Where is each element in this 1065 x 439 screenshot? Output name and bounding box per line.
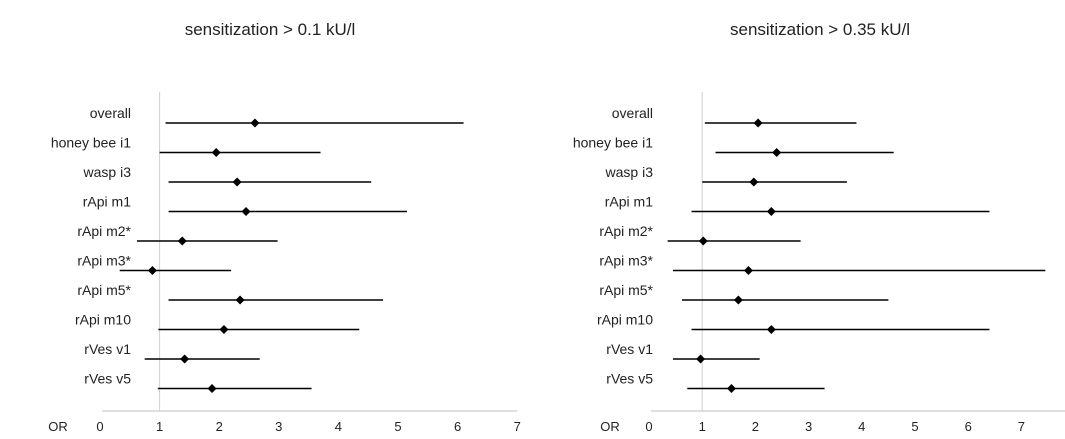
x-axis-label: OR [48,419,68,434]
category-label: rApi m1 [83,194,131,210]
x-tick-label: 2 [216,419,223,434]
odds-ratio-marker [177,236,187,246]
chart-title: sensitization > 0.1 kU/l [185,20,356,39]
x-tick-label: 3 [805,419,812,434]
forest-panel-right: sensitization > 0.35 kU/l OR 012345678ov… [573,20,1065,434]
x-tick-label: 7 [514,419,521,434]
x-tick-label: 6 [454,419,461,434]
x-tick-label: 7 [1018,419,1025,434]
odds-ratio-marker [219,325,229,334]
odds-ratio-marker [766,325,776,334]
odds-ratio-marker [743,266,753,275]
x-tick-label: 4 [858,419,865,434]
category-label: overall [90,105,131,121]
category-label: overall [612,105,653,121]
category-label: rVes v1 [606,341,653,357]
category-label: rApi m1 [605,194,653,210]
forest-panel-left: sensitization > 0.1 kU/l OR 0 1 2 3 4 5 6 7 over… [48,20,521,434]
x-tick-label: 0 [96,419,103,434]
odds-ratio-marker [696,354,706,364]
category-label: rApi m3* [77,253,131,269]
odds-ratio-marker [749,177,759,187]
category-label: wasp i3 [83,164,132,180]
chart-title: sensitization > 0.35 kU/l [730,20,910,39]
category-label: rVes v5 [606,371,653,387]
x-tick-label: 0 [645,419,652,434]
odds-ratio-marker [726,384,736,393]
odds-ratio-marker [207,384,217,393]
x-tick-label: 4 [335,419,342,434]
odds-ratio-marker [766,207,776,216]
odds-ratio-marker [241,207,251,216]
category-label: rApi m5* [599,282,653,298]
x-tick-label: 3 [275,419,282,434]
category-label: wasp i3 [605,164,654,180]
x-tick-label: 1 [699,419,706,434]
category-label: rApi m10 [597,312,653,328]
category-label: rVes v1 [84,341,131,357]
odds-ratio-marker [753,118,763,128]
category-label: rVes v5 [84,371,131,387]
category-label: rApi m3* [599,253,653,269]
odds-ratio-marker [180,354,190,364]
odds-ratio-marker [250,118,260,128]
odds-ratio-marker [235,295,245,305]
x-tick-label: 5 [911,419,918,434]
category-label: rApi m2* [599,223,653,239]
category-label: honey bee i1 [573,135,653,151]
x-axis-label: OR [600,419,620,434]
x-tick-label: 2 [752,419,759,434]
category-label: rApi m5* [77,282,131,298]
odds-ratio-marker [733,295,743,305]
odds-ratio-marker [698,236,708,246]
odds-ratio-marker [147,266,157,275]
x-tick-label: 6 [965,419,972,434]
x-tick-label: 5 [394,419,401,434]
x-tick-label: 1 [156,419,163,434]
category-label: rApi m10 [75,312,131,328]
odds-ratio-marker [232,177,242,187]
odds-ratio-marker [772,148,782,157]
category-label: honey bee i1 [51,135,131,151]
odds-ratio-marker [211,148,221,157]
category-label: rApi m2* [77,223,131,239]
